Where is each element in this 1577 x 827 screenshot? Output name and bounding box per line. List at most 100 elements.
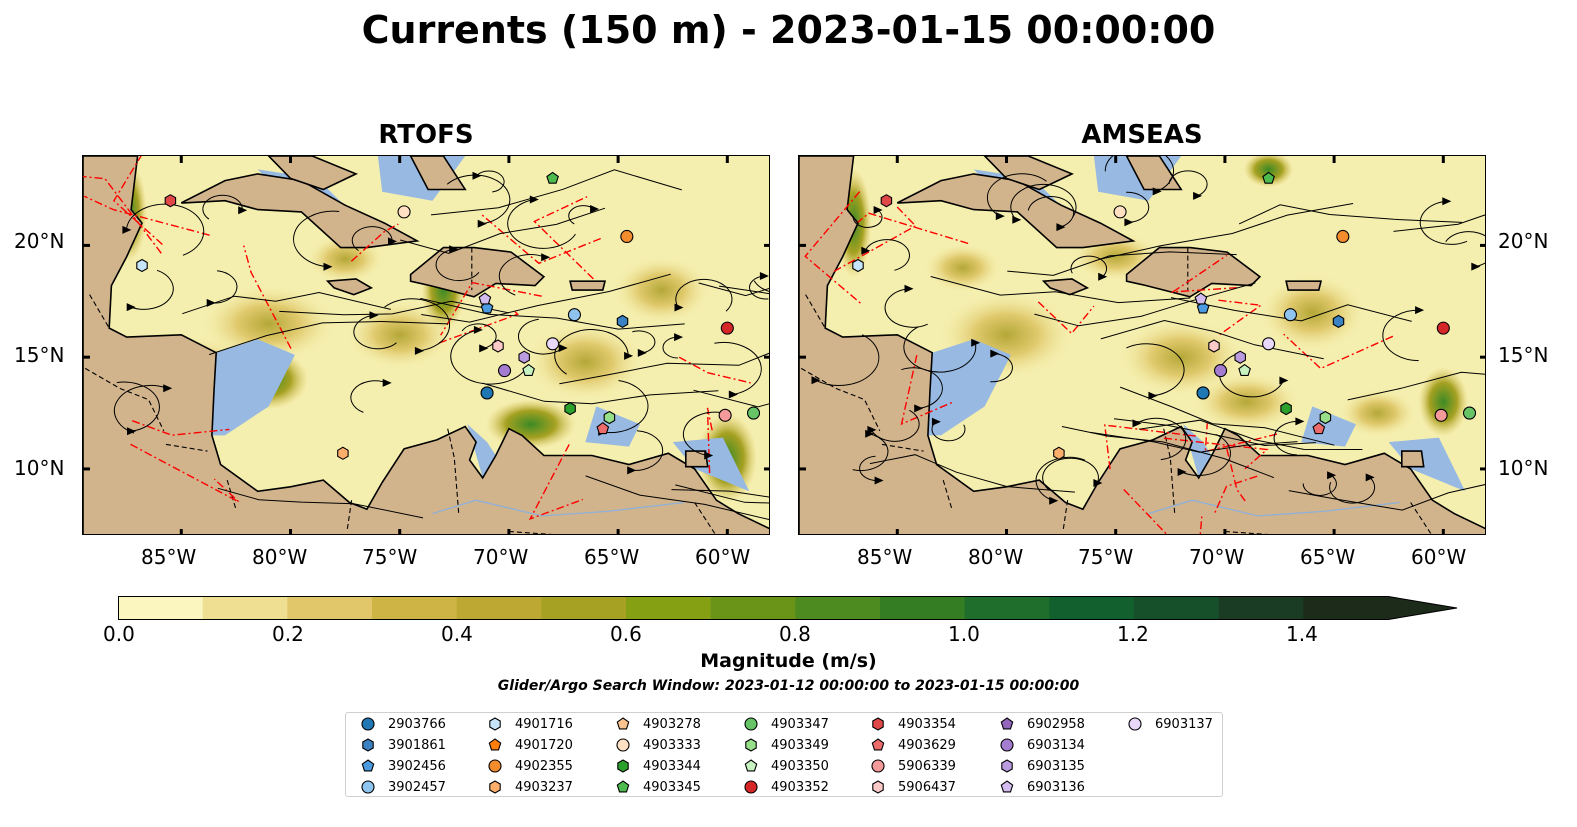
float-marker-4902355[interactable]	[1336, 229, 1350, 244]
eez-boundary	[900, 354, 954, 426]
float-marker-4903350[interactable]	[522, 363, 535, 376]
legend-marker[interactable]	[872, 717, 884, 731]
lon-tick-p1-65: 65°W	[584, 545, 640, 569]
panel-title-rtofs: RTOFS	[378, 120, 474, 150]
float-marker-6903137[interactable]	[546, 337, 560, 351]
float-marker-4903349[interactable]	[603, 410, 616, 425]
legend-marker[interactable]	[1128, 717, 1142, 731]
float-marker-6903137[interactable]	[1262, 337, 1276, 351]
legend-marker[interactable]	[616, 738, 630, 752]
float-marker-3901861[interactable]	[1332, 314, 1345, 329]
country-border	[942, 479, 953, 510]
cbar-tick-0: 0.0	[103, 622, 135, 646]
streamline-arrow	[1152, 187, 1162, 196]
legend-marker[interactable]	[361, 780, 375, 794]
float-marker-4903345[interactable]	[546, 171, 559, 184]
legend-marker[interactable]	[616, 717, 630, 730]
float-marker-4903344[interactable]	[1280, 401, 1292, 416]
streamline-arrow	[1049, 496, 1059, 505]
legend-marker[interactable]	[744, 717, 758, 731]
legend-marker[interactable]	[362, 738, 374, 752]
float-marker-6903134[interactable]	[1213, 364, 1228, 378]
map-panel-amseas[interactable]	[798, 155, 1486, 535]
float-marker-4903354[interactable]	[164, 194, 177, 208]
eez-boundary	[1283, 333, 1394, 370]
legend-marker[interactable]	[1000, 780, 1014, 793]
legend-marker[interactable]	[872, 780, 884, 794]
legend-marker[interactable]	[1000, 717, 1014, 730]
float-marker-6903135[interactable]	[1234, 350, 1246, 364]
country-border	[447, 428, 460, 514]
lon-tick-p2-75: 75°W	[1078, 545, 1134, 569]
legend-marker[interactable]	[744, 759, 758, 772]
float-marker-4903629[interactable]	[1312, 422, 1326, 435]
float-marker-2903766[interactable]	[480, 386, 494, 400]
float-marker-6903135[interactable]	[518, 350, 530, 364]
float-marker-4903350[interactable]	[1238, 363, 1251, 376]
float-marker-4903352[interactable]	[720, 321, 734, 335]
eez-boundary	[706, 407, 713, 474]
float-marker-4903237[interactable]	[1053, 446, 1065, 460]
legend-marker[interactable]	[871, 759, 885, 773]
legend-marker[interactable]	[616, 780, 630, 793]
eez-boundary	[804, 191, 862, 305]
float-marker-4903237[interactable]	[337, 446, 349, 460]
lat-tick-right-15: 15°N	[1498, 343, 1549, 367]
float-marker-2903766[interactable]	[1196, 386, 1210, 400]
float-marker-3901861[interactable]	[616, 314, 629, 329]
circle-marker-icon	[1128, 717, 1142, 731]
float-marker-6903134[interactable]	[497, 364, 512, 378]
float-marker-4902355[interactable]	[620, 229, 634, 244]
shallow-water	[467, 424, 496, 478]
float-marker-5906437[interactable]	[1208, 339, 1220, 353]
hexagon-marker-icon	[489, 717, 501, 731]
legend-item: 6903137	[1127, 715, 1213, 733]
streamline-arrow	[759, 272, 769, 280]
float-marker-4903354[interactable]	[880, 194, 893, 208]
legend-marker[interactable]	[1000, 738, 1014, 752]
lon-tick-p1-60: 60°W	[695, 545, 751, 569]
streamline	[869, 454, 1075, 493]
float-marker-4901716[interactable]	[136, 258, 148, 273]
float-marker-3902456[interactable]	[480, 301, 494, 314]
legend-marker[interactable]	[361, 759, 375, 772]
float-marker-3902457[interactable]	[1283, 308, 1297, 322]
float-marker-4903629[interactable]	[596, 422, 610, 435]
float-marker-5906339[interactable]	[718, 408, 732, 422]
legend-marker[interactable]	[489, 717, 501, 731]
float-marker-6903136[interactable]	[478, 292, 492, 305]
country-border	[89, 294, 110, 329]
legend-marker[interactable]	[488, 759, 502, 773]
streamline	[125, 203, 205, 256]
float-marker-3902457[interactable]	[567, 308, 581, 322]
streamline	[870, 409, 920, 442]
legend-marker[interactable]	[871, 738, 885, 751]
legend-marker[interactable]	[1001, 759, 1013, 773]
legend-marker[interactable]	[488, 738, 502, 751]
legend-marker[interactable]	[489, 780, 501, 794]
float-marker-4903344[interactable]	[564, 401, 576, 416]
float-marker-3902456[interactable]	[1196, 301, 1210, 314]
float-marker-4903349[interactable]	[1319, 410, 1332, 425]
float-marker-4903347[interactable]	[746, 406, 761, 420]
float-marker-4901716[interactable]	[852, 258, 864, 273]
float-marker-4903333[interactable]	[397, 205, 411, 219]
float-marker-4903333[interactable]	[1113, 205, 1127, 219]
legend-marker[interactable]	[361, 717, 375, 731]
float-marker-5906437[interactable]	[492, 339, 504, 353]
legend-marker[interactable]	[617, 759, 629, 773]
eez-boundary	[113, 156, 163, 246]
lon-tick-p2-70: 70°W	[1189, 545, 1245, 569]
float-marker-4903345[interactable]	[1262, 171, 1275, 184]
land-mass	[1285, 280, 1323, 291]
legend-marker[interactable]	[744, 780, 758, 794]
map-panel-rtofs[interactable]	[82, 155, 770, 535]
float-marker-6903136[interactable]	[1194, 292, 1208, 305]
float-marker-4903347[interactable]	[1462, 406, 1477, 420]
float-marker-5906339[interactable]	[1434, 408, 1448, 422]
float-marker-4903352[interactable]	[1436, 321, 1450, 335]
legend-marker[interactable]	[745, 738, 757, 752]
streamline	[1288, 484, 1485, 511]
hexagon-marker-icon	[872, 717, 884, 731]
streamline	[498, 254, 546, 296]
